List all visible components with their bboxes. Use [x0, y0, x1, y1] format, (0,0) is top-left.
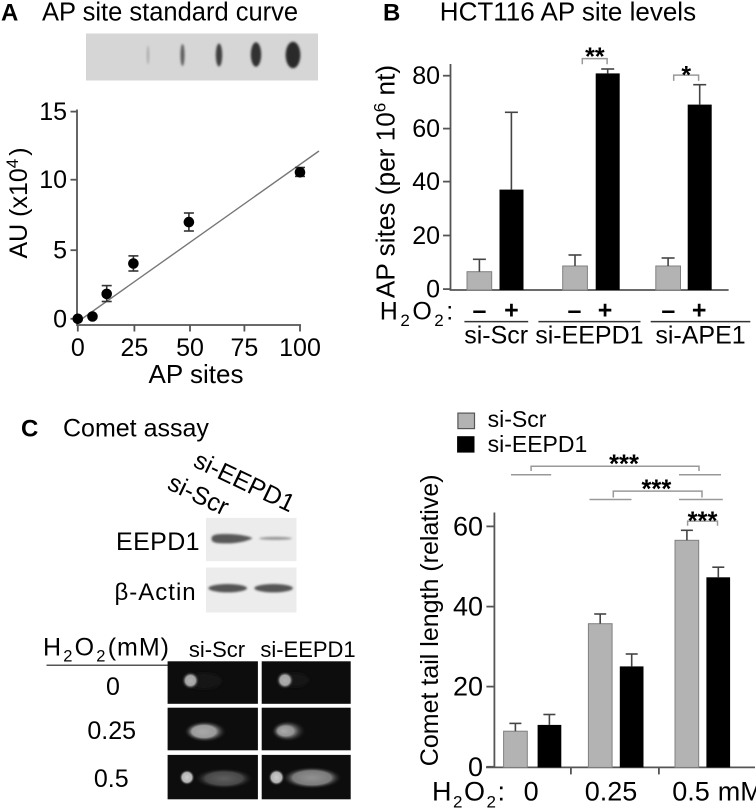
svg-text:0: 0 — [71, 334, 85, 362]
svg-text:AP site standard curve: AP site standard curve — [42, 0, 298, 27]
svg-text:0.5: 0.5 — [672, 777, 710, 807]
svg-text:β-Actin: β-Actin — [115, 579, 197, 606]
svg-text:0.25: 0.25 — [87, 717, 136, 745]
svg-text:40: 40 — [412, 168, 440, 196]
svg-text:20: 20 — [453, 672, 483, 702]
svg-text:si-EEPD1: si-EEPD1 — [488, 431, 588, 457]
svg-text:mM: mM — [718, 777, 756, 807]
svg-text:0: 0 — [524, 777, 539, 807]
svg-text:0.5: 0.5 — [94, 765, 129, 793]
svg-text:si-EEPD1: si-EEPD1 — [260, 637, 355, 662]
svg-text:75: 75 — [230, 334, 258, 362]
svg-text:si-Scr: si-Scr — [488, 406, 547, 432]
svg-text:B: B — [383, 0, 400, 27]
svg-text:A: A — [1, 0, 18, 27]
svg-text:100: 100 — [279, 334, 321, 362]
svg-text:40: 40 — [453, 592, 483, 622]
svg-text:si-Scr: si-Scr — [464, 322, 528, 350]
svg-text:–: – — [661, 297, 675, 325]
svg-text:25: 25 — [120, 334, 148, 362]
svg-text:AP sites: AP sites — [149, 359, 244, 389]
svg-text:AP sites (per 106 nt): AP sites (per 106 nt) — [371, 65, 401, 298]
svg-text:10: 10 — [39, 166, 67, 194]
svg-text:+: + — [504, 297, 519, 325]
svg-text:Comet tail length (relative): Comet tail length (relative) — [416, 474, 444, 766]
svg-text:***: *** — [642, 475, 672, 503]
svg-text:C: C — [21, 416, 38, 443]
svg-text:0: 0 — [53, 305, 67, 333]
svg-text:***: *** — [609, 451, 639, 479]
svg-text:–: – — [472, 297, 486, 325]
svg-text:80: 80 — [412, 62, 440, 90]
svg-text:HCT116 AP site levels: HCT116 AP site levels — [440, 0, 696, 27]
svg-text:+: + — [598, 297, 613, 325]
svg-text:***: *** — [688, 508, 718, 536]
svg-text:5: 5 — [53, 237, 67, 265]
svg-text:15: 15 — [39, 98, 67, 126]
svg-text:*: * — [681, 61, 691, 89]
svg-text:20: 20 — [412, 222, 440, 250]
svg-text:0: 0 — [468, 752, 483, 782]
svg-text:AU (x104): AU (x104) — [3, 147, 33, 258]
svg-text:EEPD1: EEPD1 — [116, 528, 200, 556]
svg-text:60: 60 — [453, 511, 483, 541]
svg-text:0: 0 — [106, 673, 120, 701]
svg-text:**: ** — [585, 43, 605, 71]
svg-text:si-EEPD1: si-EEPD1 — [535, 322, 643, 350]
svg-text:0: 0 — [426, 276, 440, 304]
svg-text:0.25: 0.25 — [585, 777, 638, 807]
svg-text:50: 50 — [176, 334, 204, 362]
svg-text:si-APE1: si-APE1 — [655, 322, 745, 350]
svg-text:+: + — [692, 297, 707, 325]
svg-text:Comet assay: Comet assay — [63, 415, 209, 443]
svg-text:60: 60 — [412, 115, 440, 143]
svg-text:–: – — [568, 297, 582, 325]
svg-text:si-Scr: si-Scr — [189, 637, 245, 662]
